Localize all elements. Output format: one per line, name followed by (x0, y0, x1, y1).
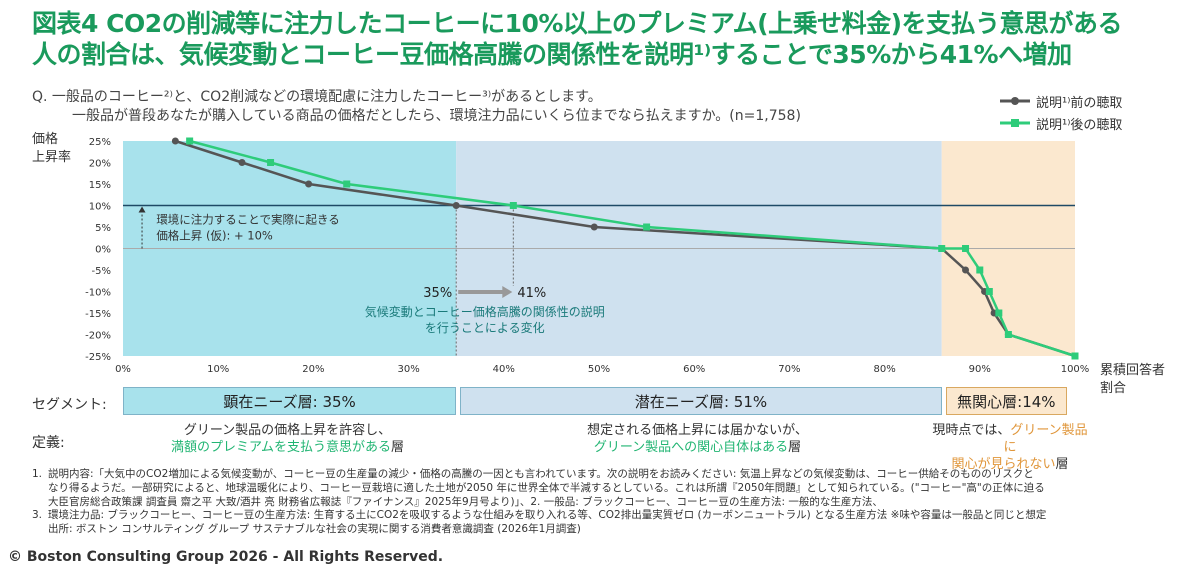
ref-annotation-line-2: 価格上昇 (仮): + 10% (156, 229, 273, 243)
ref-annotation-line-1: 環境に注力することで実際に起きる (156, 213, 339, 227)
copyright: © Boston Consulting Group 2026 - All Rig… (8, 549, 444, 565)
data-point-after (995, 309, 1003, 317)
data-point-after (267, 159, 275, 166)
data-point-after (976, 266, 984, 274)
x-tick-label: 50% (588, 364, 610, 375)
definition-2-highlight: グリーン製品への関心自体はある (593, 440, 789, 455)
x-tick-label: 0% (115, 364, 131, 375)
data-point-after (186, 137, 194, 145)
x-tick-label: 60% (683, 364, 705, 375)
x-tick-label: 10% (207, 364, 229, 375)
y-tick-label: -20% (85, 331, 111, 342)
source-line: 出所: ボストン コンサルティング グループ サステナブルな社会の実現に関する消… (48, 523, 581, 536)
question-line-2: 一般品が普段あなたが購入している商品の価格だとしたら、環境注力品にいくら位までな… (72, 108, 801, 124)
footnotes: 1. 説明内容:「大気中のCO2増加による気候変動が、コーヒー豆の生産量の減少・価… (32, 468, 1182, 537)
data-point-before (452, 202, 460, 209)
x-tick-label: 70% (778, 364, 800, 375)
y-tick-label: -5% (92, 266, 111, 277)
legend-after-marker-icon (1000, 119, 1030, 127)
y-tick-label: -10% (85, 288, 111, 299)
x-tick-label: 90% (969, 364, 991, 375)
definition-2-line-1: 想定される価格上昇には届かないが、 (587, 423, 808, 438)
definition-2-suffix: 層 (788, 440, 802, 455)
data-point-after (962, 245, 970, 252)
y-tick-label: 0% (95, 245, 111, 256)
data-point-after (1004, 331, 1012, 338)
legend-after-label: 説明¹⁾後の聴取 (1036, 117, 1123, 133)
definition-indifferent: 現時点では、グリーン製品に 関心が見られない層 (930, 422, 1090, 473)
title-line-1: 図表4 CO2の削減等に注力したコーヒーに10%以上のプレミアム(上乗せ料金)を… (32, 9, 1123, 38)
x-tick-label: 40% (493, 364, 515, 375)
definition-1-highlight: 満額のプレミアムを支払う意思がある (170, 440, 392, 455)
definition-1-line-1: グリーン製品の価格上昇を許容し、 (183, 423, 392, 438)
y-tick-label: 15% (89, 180, 111, 191)
legend-before-marker-icon (1000, 97, 1030, 105)
data-point-before (238, 159, 246, 166)
x-tick-label: 100% (1061, 364, 1090, 375)
footnote-line: 1. 説明内容:「大気中のCO2増加による気候変動が、コーヒー豆の生産量の減少・価… (32, 468, 1034, 480)
y-tick-label: 10% (89, 202, 111, 213)
footnote-line: なり得るようだ。一部研究によると、地球温暖化により、コーヒー豆栽培に適した土地が… (48, 481, 1045, 494)
x-tick-label: 30% (397, 364, 419, 375)
shift-arrow-head-icon (502, 286, 513, 298)
footnote-line: 大臣官房総合政策課 調査員 齋之平 大致/酒井 亮 財務省広報誌『ファイナンス』… (48, 495, 883, 508)
segments-label: セグメント: (32, 397, 107, 413)
x-tick-label: 80% (873, 364, 895, 375)
segment-box-explicit-needs: 顕在ニーズ層: 35% (123, 387, 457, 415)
data-point-before (962, 266, 970, 274)
legend-item-before: 説明¹⁾前の聴取 (1000, 90, 1122, 112)
shift-annotation-line-1: 気候変動とコーヒー価格高騰の関係性の説明 (365, 304, 605, 319)
series-line-after (189, 139, 1076, 358)
data-point-after (509, 202, 517, 209)
title-line-2: 人の割合は、気候変動とコーヒー豆価格高騰の関係性を説明¹⁾することで35%から4… (32, 40, 1072, 69)
y-tick-label: 25% (89, 137, 111, 148)
definition-1-suffix: 層 (391, 440, 405, 455)
definition-explicit-needs: グリーン製品の価格上昇を許容し、 満額のプレミアムを支払う意思がある層 (125, 422, 450, 456)
x-tick-label: 20% (302, 364, 324, 375)
data-point-after (1071, 352, 1079, 360)
y-tick-label: -25% (85, 352, 111, 363)
shift-annotation-line-2: を行うことによる変化 (425, 320, 545, 335)
data-point-before (171, 137, 179, 145)
data-point-after (938, 245, 946, 252)
definition-3-line-2: 関心が見られない層 (930, 456, 1090, 473)
segment-box-indifferent: 無関心層:14% (945, 387, 1067, 415)
data-point-before (305, 180, 313, 188)
shift-to-label: 41% (517, 286, 546, 301)
shift-from-label: 35% (423, 286, 452, 301)
question-line-1: Q. 一般品のコーヒー²⁾と、CO2削減などの環境配慮に注力したコーヒー³⁾があ… (32, 89, 602, 105)
definition-3-prefix: 現時点では、 (932, 423, 1011, 438)
page-title: 図表4 CO2の削減等に注力したコーヒーに10%以上のプレミアム(上乗せ料金)を… (32, 8, 1192, 70)
definition-3-highlight-1: グリーン製品に (1003, 423, 1088, 455)
data-point-after (985, 288, 993, 295)
y-axis-title: 価格 上昇率 (32, 132, 72, 165)
segment-box-latent-needs: 潜在ニーズ層: 51% (460, 387, 942, 415)
legend-before-label: 説明¹⁾前の聴取 (1036, 95, 1123, 111)
data-point-before (590, 223, 598, 231)
x-axis-title: 累積回答者 割合 (1100, 363, 1166, 396)
y-tick-label: -15% (85, 309, 111, 320)
chart-legend: 説明¹⁾前の聴取 説明¹⁾後の聴取 (1000, 90, 1122, 134)
data-point-after (343, 180, 351, 188)
definition-3-line-1: 現時点では、グリーン製品に (930, 422, 1090, 456)
definition-2-line-2: グリーン製品への関心自体はある層 (455, 439, 940, 456)
survey-question: Q. 一般品のコーヒー²⁾と、CO2削減などの環境配慮に注力したコーヒー³⁾があ… (32, 88, 801, 126)
ref-arrow-head-icon (138, 206, 146, 213)
definition-1-line-2: 満額のプレミアムを支払う意思がある層 (125, 439, 450, 456)
definition-latent-needs: 想定される価格上昇には届かないが、 グリーン製品への関心自体はある層 (455, 422, 940, 456)
data-point-after (643, 223, 651, 231)
y-tick-label: 5% (95, 223, 111, 234)
footnote-line: 3. 環境注力品: ブラックコーヒー、コーヒー豆の生産方法: 生育する土にCO2を… (32, 509, 1047, 522)
definition-3-suffix: 層 (1055, 457, 1069, 472)
legend-item-after: 説明¹⁾後の聴取 (1000, 112, 1122, 134)
definitions-label: 定義: (32, 435, 65, 451)
y-tick-label: 20% (89, 159, 111, 170)
definition-3-highlight-2: 関心が見られない (951, 457, 1056, 472)
